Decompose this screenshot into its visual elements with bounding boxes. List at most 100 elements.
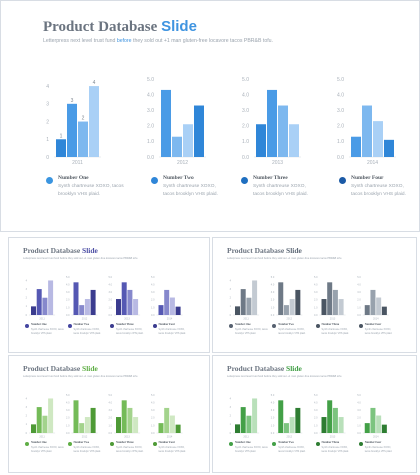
legend-text: Synth chartreuse XOXO, <box>364 446 392 449</box>
slide-title-accent: Slide <box>286 246 302 255</box>
bar <box>321 417 327 433</box>
chart-group: 0 1 2 3 4 2011 0.0 1.0 2.0 3.0 4.0 5.0 2012 0.0 1.0 2.0… <box>230 276 389 321</box>
y-tick-label: 1.0 <box>151 424 155 427</box>
y-tick-label: 1.0 <box>314 424 318 427</box>
x-axis-label: 2011 <box>243 436 249 439</box>
chart-group: 0 1 2 3 4 1 3 2 4 2011 0.0 1.0 2.0 3.0 4.0 5.0 2012 0.0 1.… <box>46 77 396 166</box>
bar <box>161 89 171 157</box>
y-tick-label: 4.0 <box>271 283 275 286</box>
legend-text: tacos brooklyn VHS plaid. <box>116 332 144 335</box>
y-tick-label: 4.0 <box>151 283 155 286</box>
bar <box>327 282 333 315</box>
bar <box>278 282 284 315</box>
legend-text: Synth chartreuse XOXO, tacos <box>31 328 64 331</box>
slide-lightgreen[interactable]: Product Database Slide Letterpress next l… <box>8 355 210 473</box>
y-tick-label: 1 <box>46 137 49 143</box>
bar <box>90 407 96 433</box>
chart-group: 0 1 2 3 4 2011 0.0 1.0 2.0 3.0 4.0 5.0 2012 0.0 1.0 2.0… <box>26 394 183 439</box>
bar <box>73 400 79 433</box>
bar <box>321 299 327 315</box>
chart-group: 0 1 2 3 4 2011 0.0 1.0 2.0 3.0 4.0 5.0 2012 0.0 1.0 2.0… <box>230 394 389 439</box>
y-tick-label: 3 <box>230 288 232 291</box>
slide-blue[interactable]: Product Database Slide Letterpress next … <box>0 0 420 232</box>
y-tick-label: 0.0 <box>357 432 361 435</box>
legend-text: tacos brooklyn VHS plaid. <box>364 332 393 335</box>
legend-dot <box>339 177 346 184</box>
legend-text: Synth chartreuse XOXO, <box>351 184 404 189</box>
y-tick-label: 2.0 <box>109 417 113 420</box>
legend-title: Number Three <box>116 323 134 326</box>
legend-dot <box>67 324 72 328</box>
slide-green[interactable]: Product Database Slide Letterpress next l… <box>212 355 417 473</box>
y-tick-label: 0.0 <box>151 314 155 317</box>
y-tick-label: 1 <box>230 305 232 308</box>
bar <box>31 306 36 315</box>
y-tick-label: 4.0 <box>357 283 361 286</box>
bar-chart-2: 0.0 1.0 2.0 3.0 4.0 5.0 2012 <box>271 394 303 439</box>
bar <box>364 423 370 433</box>
bar <box>79 305 85 315</box>
legend-title: Number Two <box>278 323 294 326</box>
slide-purple[interactable]: Product Database Slide Letterpress next l… <box>8 237 210 353</box>
y-tick-label: 1.0 <box>66 424 70 427</box>
bar <box>194 105 204 157</box>
legend-dot <box>358 442 363 446</box>
y-tick-label: 5.0 <box>314 394 318 397</box>
legend-title: Number Two <box>163 175 194 181</box>
y-tick-label: 3.0 <box>314 409 318 412</box>
bar <box>376 415 382 433</box>
bar <box>278 105 288 157</box>
y-tick-label: 1.0 <box>242 139 249 145</box>
x-axis-label: 2013 <box>330 436 336 439</box>
y-tick-label: 4.0 <box>109 283 113 286</box>
bar-chart-2: 0.0 1.0 2.0 3.0 4.0 5.0 2012 <box>66 394 98 439</box>
bar <box>79 423 85 433</box>
y-tick-label: 3.0 <box>151 409 155 412</box>
y-tick-label: 3 <box>26 288 28 291</box>
legend-text: brooklyn VHS plaid. <box>31 450 52 453</box>
legend-text: Synth chartreuse XOXO, <box>321 328 348 331</box>
y-tick-label: 5.0 <box>109 394 113 397</box>
y-tick-label: 2.0 <box>151 417 155 420</box>
legend-title: Number Three <box>321 441 340 444</box>
y-tick-label: 5.0 <box>66 394 70 397</box>
y-tick-label: 0.0 <box>314 432 318 435</box>
bar-chart-3: 0.0 1.0 2.0 3.0 4.0 5.0 2013 <box>109 276 141 321</box>
y-tick-label: 3 <box>46 102 49 108</box>
legend-text: tacos brooklyn VHS plaid. <box>278 332 306 335</box>
y-tick-label: 2 <box>230 297 232 300</box>
legend-text: Synth chartreuse XOXO, <box>278 328 305 331</box>
y-tick-label: 2.0 <box>357 299 361 302</box>
y-tick-label: 4.0 <box>314 401 318 404</box>
y-tick-label: 2.0 <box>66 299 70 302</box>
bar <box>327 400 333 433</box>
y-tick-label: 4.0 <box>337 92 344 98</box>
y-tick-label: 4.0 <box>109 401 113 404</box>
slide-gray[interactable]: Product Database Slide Letterpress next l… <box>212 237 417 353</box>
bar <box>31 424 36 433</box>
legend-text: tacos brooklyn VHS plaid. <box>116 450 144 453</box>
legend-text: brooklyn VHS plaid. <box>235 450 256 453</box>
bar <box>370 289 376 315</box>
bar <box>48 280 54 315</box>
y-tick-label: 0.0 <box>271 432 275 435</box>
subtitle-link[interactable]: before <box>116 38 132 44</box>
y-tick-label: 0.0 <box>109 314 113 317</box>
legend-title: Number One <box>31 441 47 444</box>
legend-dot <box>152 324 157 328</box>
legend-title: Number One <box>235 323 251 326</box>
y-tick-label: 5.0 <box>66 276 70 279</box>
y-tick-label: 3.0 <box>151 291 155 294</box>
y-tick-label: 5.0 <box>314 276 318 279</box>
bar <box>338 299 344 315</box>
y-tick-label: 2.0 <box>66 417 70 420</box>
y-tick-label: 3 <box>26 406 28 409</box>
y-tick-label: 0.0 <box>271 314 275 317</box>
y-tick-label: 1.0 <box>147 139 154 145</box>
bar <box>127 289 133 315</box>
bar-chart-2: 0.0 1.0 2.0 3.0 4.0 5.0 2012 <box>66 276 98 321</box>
bar <box>256 124 266 157</box>
legend-title: Number Four <box>158 441 176 444</box>
bar <box>376 297 382 315</box>
y-tick-label: 5.0 <box>109 276 113 279</box>
